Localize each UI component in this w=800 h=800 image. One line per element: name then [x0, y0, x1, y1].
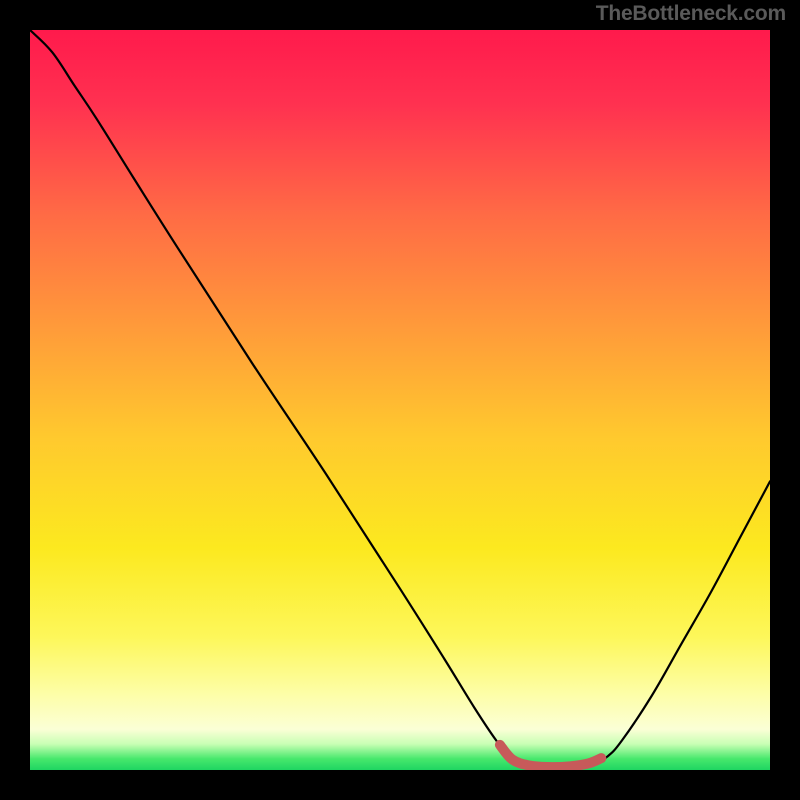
watermark-text: TheBottleneck.com — [596, 2, 786, 26]
chart-background — [30, 30, 770, 770]
chart-frame: TheBottleneck.com — [0, 0, 800, 800]
bottleneck-curve-chart — [30, 30, 770, 770]
